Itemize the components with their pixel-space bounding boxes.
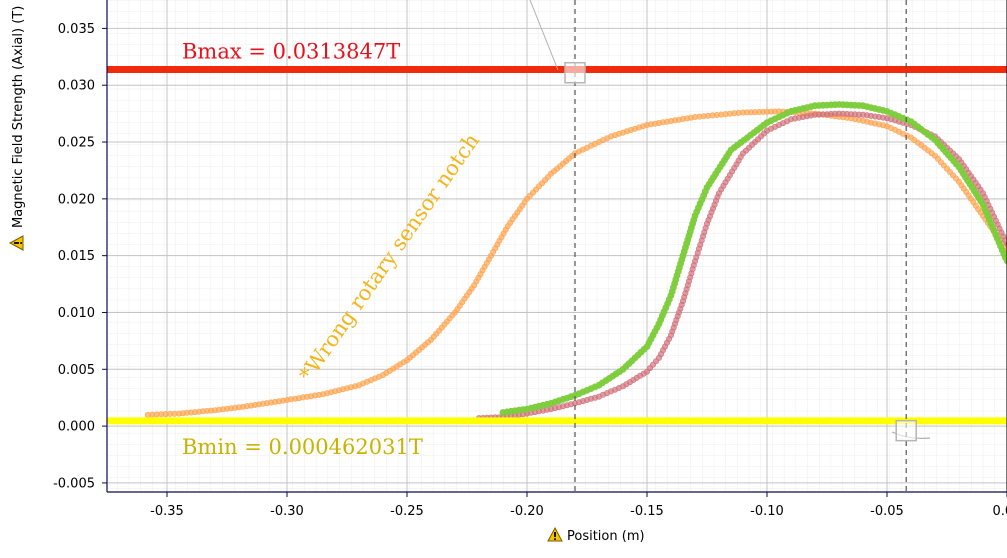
y-axis-title-group: Magnetic Field Strength (Axial) (T) — [11, 6, 26, 228]
bmax-label: Bmax = 0.0313847T — [182, 39, 400, 63]
warning-triangle-icon — [10, 236, 23, 250]
x-axis-title: Position (m) — [567, 529, 645, 544]
x-tick-label: -0.25 — [390, 504, 424, 519]
x-tick-label: -0.10 — [750, 504, 784, 519]
warning-dot — [20, 242, 22, 244]
x-tick-label: -0.15 — [630, 504, 664, 519]
warning-mark — [14, 242, 19, 244]
y-tick-label: -0.005 — [53, 476, 95, 491]
y-tick-label: 0.030 — [58, 79, 95, 94]
x-tick-label: -0.05 — [870, 504, 904, 519]
x-tick-label: 0.00 — [993, 504, 1007, 519]
x-tick-label: -0.30 — [270, 504, 304, 519]
y-tick-label: 0.010 — [58, 306, 95, 321]
y-tick-label: 0.005 — [58, 363, 95, 378]
warning-triangle-icon — [548, 528, 562, 541]
y-tick-label: 0.020 — [58, 192, 95, 207]
x-tick-label: -0.35 — [150, 504, 184, 519]
y-axis-title: Magnetic Field Strength (Axial) (T) — [11, 6, 26, 228]
warning-mark — [554, 532, 556, 537]
bmin-label: Bmin = 0.000462031T — [182, 435, 423, 459]
warning-dot — [554, 538, 556, 540]
cursor-handle[interactable] — [896, 421, 916, 441]
y-tick-label: 0.015 — [58, 249, 95, 264]
x-tick-label: -0.20 — [510, 504, 544, 519]
y-tick-label: 0.000 — [58, 420, 95, 435]
cursor-handle[interactable] — [565, 63, 585, 83]
y-tick-label: 0.035 — [58, 22, 95, 37]
bmin-line[interactable] — [107, 417, 1007, 424]
y-tick-label: 0.025 — [58, 136, 95, 151]
